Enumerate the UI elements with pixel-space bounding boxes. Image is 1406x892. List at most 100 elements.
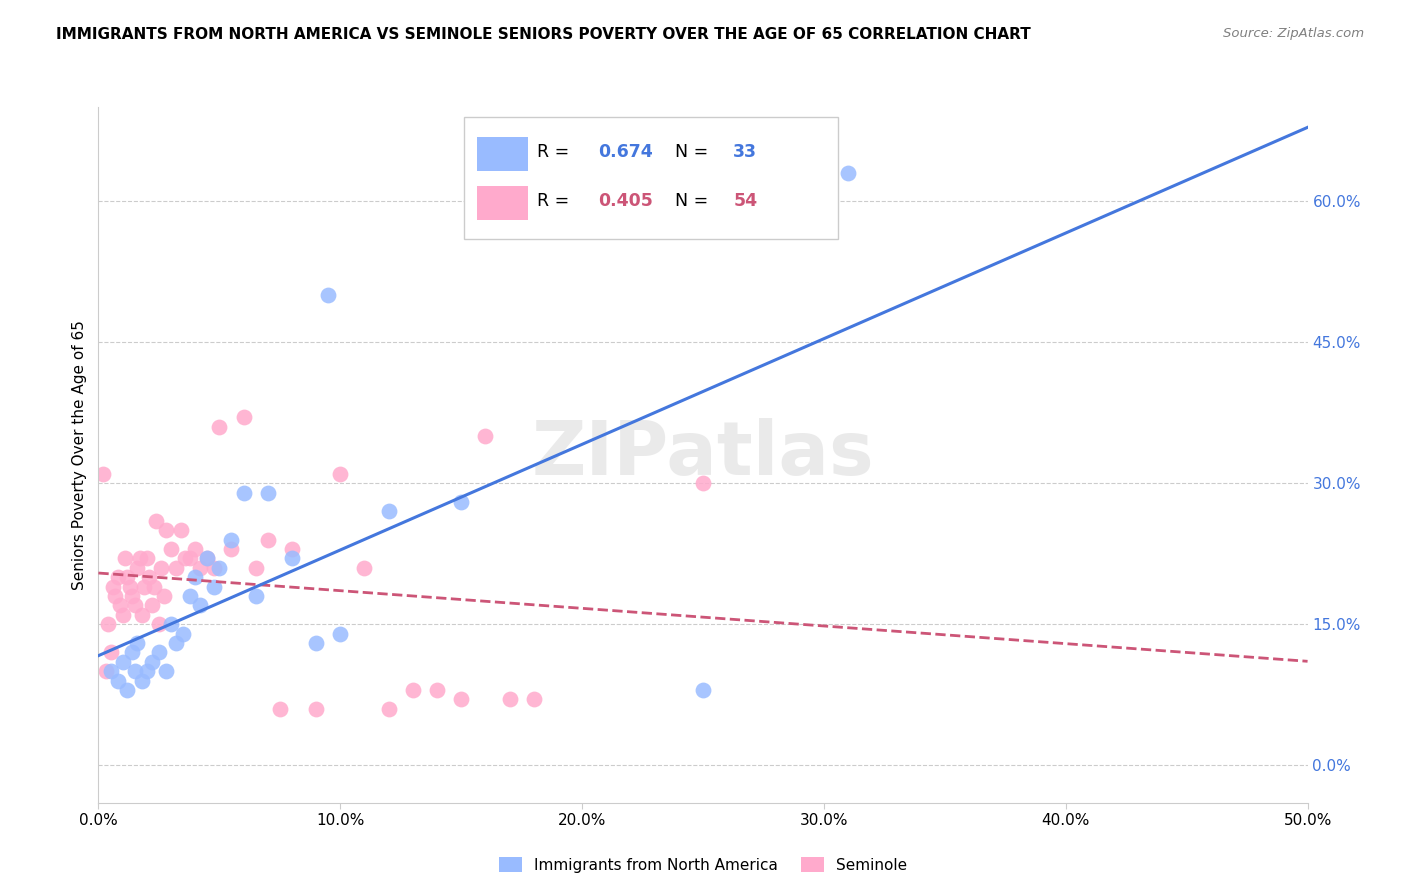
Point [117,683,139,698]
Point [188,599,211,613]
Point [135,664,157,678]
Point [232,485,254,500]
Point [450,495,472,509]
Point [118,580,141,594]
Point [127,636,149,650]
Point [160,541,183,556]
Point [174,551,197,566]
Point [127,560,149,574]
Point [353,560,375,574]
Text: 33: 33 [734,144,758,161]
Point [150,560,173,574]
Point [184,570,207,584]
Point [145,514,167,528]
Point [148,645,170,659]
Point [402,683,425,698]
Point [141,599,163,613]
Point [179,551,201,566]
Point [221,541,243,556]
Point [111,607,134,622]
FancyBboxPatch shape [464,118,838,239]
Point [134,580,156,594]
Point [172,626,194,640]
Point [97,617,120,632]
Point [188,560,211,574]
Point [426,683,449,698]
Point [692,683,714,698]
Point [281,541,304,556]
Point [131,607,153,622]
Legend: Immigrants from North America, Seminole: Immigrants from North America, Seminole [492,850,914,879]
Point [100,664,122,678]
Text: 54: 54 [734,192,758,210]
FancyBboxPatch shape [477,186,527,219]
Point [107,673,129,688]
Point [131,673,153,688]
Point [281,551,304,566]
Point [108,599,131,613]
Point [329,467,352,481]
Point [155,664,177,678]
Point [124,599,146,613]
Point [195,551,218,566]
Point [143,580,166,594]
Point [692,476,714,491]
Point [165,636,187,650]
Point [245,589,267,603]
Point [837,166,859,180]
Text: 0.405: 0.405 [598,192,652,210]
Point [256,533,278,547]
Point [165,560,187,574]
Point [117,570,139,584]
Point [114,551,136,566]
Point [101,580,124,594]
Point [204,560,226,574]
FancyBboxPatch shape [477,137,527,171]
Point [204,580,226,594]
Point [179,589,201,603]
Point [523,692,546,706]
Point [104,589,127,603]
Point [498,692,520,706]
Point [316,288,339,302]
Point [121,589,143,603]
Point [152,589,174,603]
Point [135,551,157,566]
Point [124,664,146,678]
Point [111,655,134,669]
Point [245,560,267,574]
Point [138,570,160,584]
Point [160,617,183,632]
Text: N =: N = [675,144,714,161]
Text: 0.674: 0.674 [598,144,652,161]
Point [195,551,218,566]
Point [305,702,328,716]
Point [121,645,143,659]
Point [377,504,399,518]
Point [184,541,207,556]
Y-axis label: Seniors Poverty Over the Age of 65: Seniors Poverty Over the Age of 65 [72,320,87,590]
Point [377,702,399,716]
Point [474,429,496,443]
Text: N =: N = [675,192,714,210]
Point [91,467,114,481]
Point [450,692,472,706]
Point [329,626,352,640]
Point [232,410,254,425]
Point [155,523,177,537]
Text: R =: R = [537,144,575,161]
Point [169,523,191,537]
Point [208,560,231,574]
Point [256,485,278,500]
Point [128,551,150,566]
Text: Source: ZipAtlas.com: Source: ZipAtlas.com [1223,27,1364,40]
Text: IMMIGRANTS FROM NORTH AMERICA VS SEMINOLE SENIORS POVERTY OVER THE AGE OF 65 COR: IMMIGRANTS FROM NORTH AMERICA VS SEMINOL… [56,27,1031,42]
Point [221,533,243,547]
Point [100,645,122,659]
Point [94,664,117,678]
Point [208,419,231,434]
Point [305,636,328,650]
Point [141,655,163,669]
Text: ZIPatlas: ZIPatlas [531,418,875,491]
Point [269,702,291,716]
